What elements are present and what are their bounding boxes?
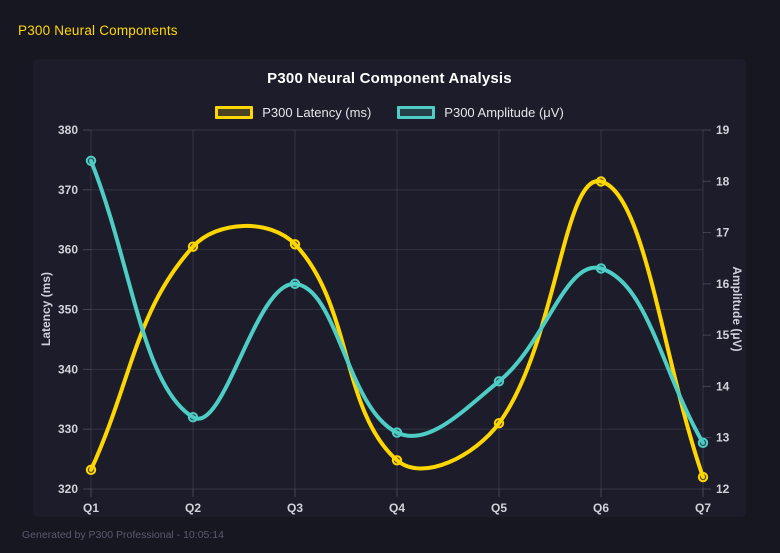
legend-item-latency[interactable]: P300 Latency (ms): [215, 105, 371, 120]
app-header-title: P300 Neural Components: [18, 23, 178, 38]
latency-data-point: [289, 239, 301, 250]
latency-series-line: [89, 179, 705, 480]
latency-legend-swatch-icon: [215, 106, 254, 119]
right-axis-tick-label: 15: [716, 328, 730, 342]
x-axis-tick-label: Q2: [185, 501, 201, 515]
amplitude-data-point: [697, 437, 709, 449]
latency-axis-title: Latency (ms): [39, 271, 53, 347]
left-axis-tick-label: 360: [58, 243, 78, 257]
amplitude-data-point: [85, 155, 97, 166]
right-axis-tick-label: 13: [716, 431, 730, 445]
left-axis-tick-label: 330: [58, 422, 78, 436]
amplitude-data-point: [595, 263, 607, 274]
right-axis-tick-label: 18: [716, 174, 730, 188]
amplitude-data-point: [289, 278, 301, 290]
amplitude-series-line: [89, 158, 705, 445]
x-axis-tick-label: Q1: [83, 501, 99, 515]
latency-data-point: [85, 464, 97, 476]
latency-data-point: [595, 176, 607, 187]
left-axis-tick-label: 320: [58, 482, 78, 496]
left-axis-tick-label: 350: [58, 303, 78, 317]
latency-data-point: [697, 471, 709, 483]
right-axis-tick-label: 14: [716, 379, 730, 393]
amplitude-legend-swatch-icon: [397, 106, 436, 119]
x-axis-tick-label: Q5: [491, 501, 507, 515]
chart-panel: P300 Neural Component Analysis P300 Late…: [33, 59, 746, 517]
legend-item-amplitude[interactable]: P300 Amplitude (μV): [397, 105, 564, 120]
latency-data-point: [187, 241, 199, 252]
legend-item-label: P300 Latency (ms): [262, 105, 372, 120]
x-axis-tick-label: Q7: [695, 501, 711, 515]
left-axis-tick-label: 380: [58, 123, 78, 137]
line-chart-canvas: 320 330 340 350 360 370 380 12 13 14 15 16 17 18 19 Q1 Q…: [58, 123, 730, 515]
left-axis-tick-label: 340: [58, 362, 78, 376]
amplitude-data-point: [493, 376, 505, 387]
right-axis-tick-label: 17: [716, 226, 730, 240]
footer-status: Generated by P300 Professional - 10:05:1…: [22, 529, 224, 541]
right-axis-tick-label: 12: [716, 482, 730, 496]
amplitude-axis-title: Amplitude (μV): [730, 266, 744, 352]
amplitude-data-point: [187, 412, 199, 423]
legend-item-label: P300 Amplitude (μV): [444, 105, 564, 120]
latency-data-point: [391, 455, 403, 466]
amplitude-data-point: [391, 427, 403, 438]
x-axis-tick-label: Q6: [593, 501, 609, 515]
right-axis-tick-label: 19: [716, 123, 730, 137]
x-axis-tick-label: Q3: [287, 501, 303, 515]
x-axis-tick-label: Q4: [389, 501, 405, 515]
chart-title: P300 Neural Component Analysis: [267, 70, 512, 87]
latency-data-point: [493, 417, 505, 429]
chart-legend: P300 Latency (ms) P300 Amplitude (μV): [33, 105, 746, 120]
left-axis-tick-label: 370: [58, 183, 78, 197]
right-axis-tick-label: 16: [716, 277, 730, 291]
